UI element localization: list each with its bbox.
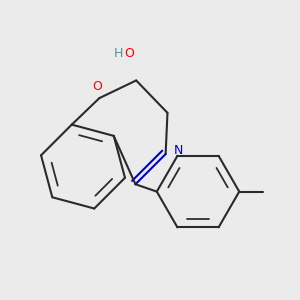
Text: N: N (174, 144, 183, 157)
Text: O: O (124, 47, 134, 60)
Text: H: H (114, 47, 123, 60)
Text: O: O (93, 80, 103, 93)
